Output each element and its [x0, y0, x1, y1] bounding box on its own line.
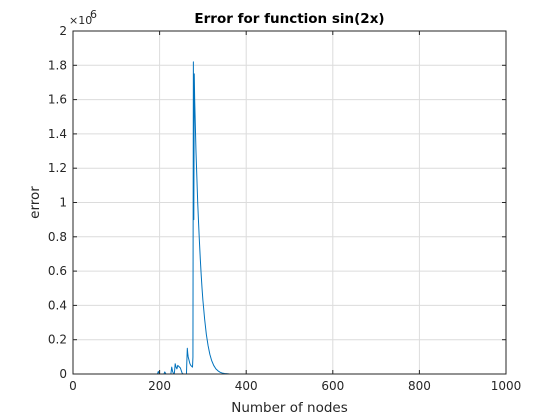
x-tick-label: 600	[321, 379, 344, 393]
y-tick-label: 1.6	[48, 93, 67, 107]
x-tick-label: 1000	[491, 379, 522, 393]
y-tick-label: 0	[59, 367, 67, 381]
y-tick-label: 1.8	[48, 58, 67, 72]
chart-title: Error for function sin(2x)	[194, 11, 384, 27]
x-axis-label: Number of nodes	[231, 400, 348, 416]
y-tick-label: 0.6	[48, 264, 67, 278]
x-tick-label: 200	[148, 379, 171, 393]
y-tick-label: 2	[59, 24, 67, 38]
x-tick-label: 0	[69, 379, 77, 393]
x-axis-ticks: 0 200 400 600 800 1000	[69, 31, 521, 393]
y-tick-label: 0.8	[48, 230, 67, 244]
grid-lines	[73, 31, 506, 374]
y-tick-label: 1.4	[48, 127, 67, 141]
y-tick-label: 1	[59, 196, 67, 210]
x-tick-label: 800	[408, 379, 431, 393]
y-tick-label: 0.2	[48, 333, 67, 347]
y-tick-label: 1.2	[48, 161, 67, 175]
y-axis-label: error	[27, 186, 43, 219]
y-axis-ticks: 0 0.2 0.4 0.6 0.8 1 1.2 1.4 1.6 1.8 2	[48, 24, 506, 381]
y-exponent-multiplier: ×10	[69, 14, 92, 27]
y-exponent-power: 6	[90, 8, 97, 21]
y-tick-label: 0.4	[48, 298, 67, 312]
x-tick-label: 400	[235, 379, 258, 393]
